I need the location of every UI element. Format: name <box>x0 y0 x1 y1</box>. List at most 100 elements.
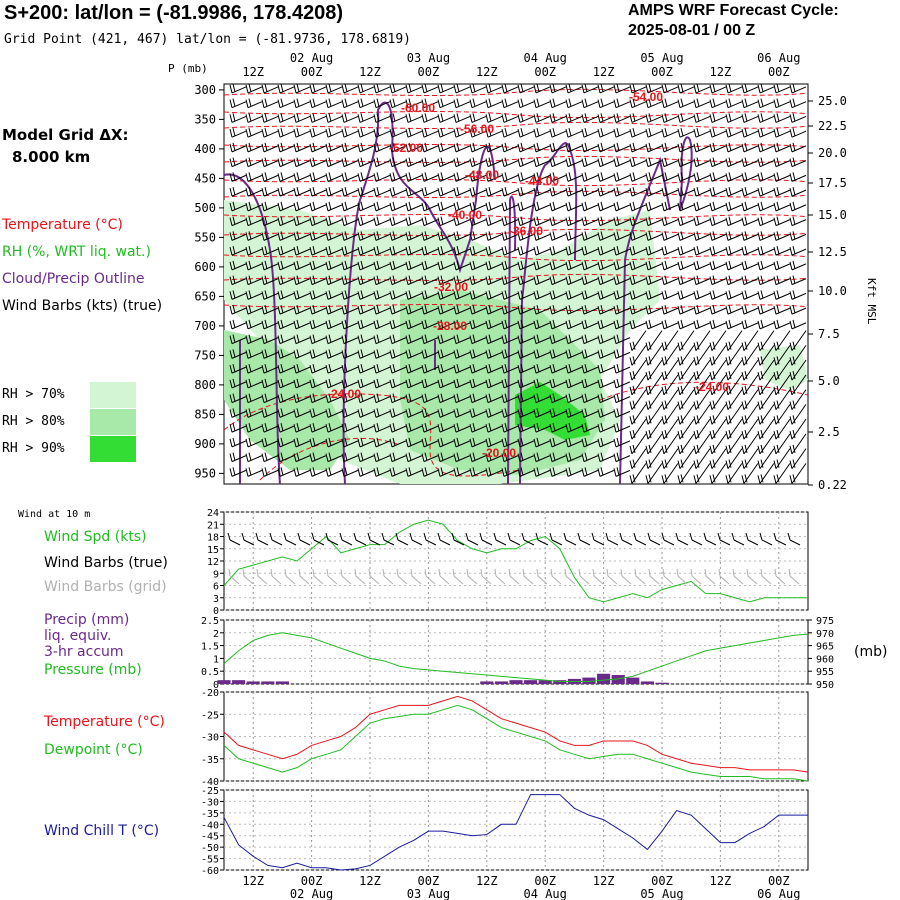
wind-barb <box>277 142 295 153</box>
wind-barb <box>757 216 775 227</box>
wind-barb <box>725 389 743 410</box>
wind-barb <box>613 378 631 389</box>
wind-barb <box>357 290 375 300</box>
wind-barb <box>709 374 727 396</box>
wind-barb <box>725 201 743 212</box>
wind-barb <box>581 142 599 153</box>
wind-barb <box>277 128 295 138</box>
wind-barb <box>437 378 455 389</box>
wind-barb-grid <box>508 568 520 585</box>
wind-barb <box>613 113 631 123</box>
wind-barb <box>501 452 519 463</box>
wind-barb <box>517 423 535 433</box>
wind-barb <box>597 378 615 389</box>
wind-barb-true <box>591 532 605 546</box>
wind-barb <box>421 246 439 256</box>
wind-barb <box>725 330 743 351</box>
wind-barb <box>245 187 263 197</box>
wind-barb <box>773 330 791 351</box>
wind-barb <box>405 452 423 463</box>
wind-barb <box>597 408 615 418</box>
wind-barb <box>693 157 711 168</box>
wind-barb <box>533 201 551 212</box>
wind-barb <box>533 334 551 345</box>
wind-barb <box>341 142 359 153</box>
wind-barb <box>709 418 727 440</box>
wind-barb <box>549 334 567 345</box>
wind-barb <box>597 305 615 315</box>
wind-barb <box>725 231 743 241</box>
wind-barb <box>277 172 295 182</box>
wind-barb <box>453 467 471 477</box>
wind-barb <box>565 319 583 330</box>
wind-barb <box>245 319 263 330</box>
wind-barb-grid <box>676 568 688 585</box>
wind-barb <box>421 437 439 448</box>
bottom-hour-label: 12Z <box>710 874 732 888</box>
wind-barb <box>341 408 359 418</box>
wind-barb <box>437 275 455 286</box>
wind-barb <box>389 157 407 168</box>
wind-barb <box>517 260 535 271</box>
top-hour-label: 00Z <box>534 65 556 79</box>
temp-contour-label: -56.00 <box>460 122 494 136</box>
wind-barb <box>293 231 311 241</box>
bottom-hour-label: 00Z <box>418 874 440 888</box>
wind-barb <box>277 437 295 448</box>
wind-barb <box>261 334 279 345</box>
wind-barb <box>469 437 487 448</box>
wind-barb <box>533 113 551 123</box>
wind-barb <box>261 305 279 315</box>
wind-barb <box>309 142 327 153</box>
wind-barb <box>405 113 423 123</box>
wind-barb <box>501 260 519 271</box>
rh70-area-right <box>760 345 808 390</box>
wind-barb <box>485 275 503 286</box>
wind-barb <box>677 448 695 469</box>
wind-barb <box>629 319 647 330</box>
wind-barb <box>245 142 263 153</box>
wind-barb <box>373 157 391 168</box>
chill-y-tick-label: -60 <box>201 866 219 877</box>
wind-barb <box>677 187 695 197</box>
wind-barb <box>757 374 775 396</box>
wind-barb <box>725 98 743 109</box>
page-title: S+200: lat/lon = (-81.9986, 178.4208) <box>4 2 344 24</box>
wind-barb <box>501 319 519 330</box>
wind-barb <box>357 393 375 404</box>
wind-barb-grid <box>592 568 604 585</box>
wind-barb <box>437 172 455 182</box>
wind-barb <box>741 404 759 425</box>
wind-barb <box>229 187 247 197</box>
wind-barb <box>453 364 471 374</box>
wind-barb <box>357 305 375 315</box>
wind-barb <box>501 83 519 94</box>
wind-barb <box>725 187 743 197</box>
wind-barb <box>517 467 535 477</box>
wind-barb <box>341 83 359 94</box>
wind-barb <box>309 452 327 463</box>
wind-barb <box>229 334 247 345</box>
wind-barb <box>613 172 631 182</box>
wind-speed-label: Wind Spd (kts) <box>44 529 147 545</box>
wind-barb <box>229 275 247 286</box>
wind-barb <box>741 345 759 366</box>
wind-barb <box>549 83 567 94</box>
wind-barb <box>309 423 327 433</box>
wind-barb-grid <box>788 568 800 585</box>
wind-barb <box>709 128 727 138</box>
wind-barb <box>533 378 551 389</box>
wind-barb <box>789 418 807 440</box>
wind-barb <box>277 305 295 315</box>
wind-barb <box>645 345 663 366</box>
temp-y-tick-label: -30 <box>201 733 219 744</box>
wind-barb <box>277 157 295 168</box>
wind-barb <box>581 98 599 109</box>
wind-barb <box>245 290 263 300</box>
wind-barb <box>357 364 375 374</box>
wind-barb <box>629 187 647 197</box>
pressure-right-tick-label: 965 <box>816 642 834 653</box>
wind-barb <box>597 452 615 463</box>
wind-barb <box>757 305 775 315</box>
wind-barb <box>405 128 423 138</box>
